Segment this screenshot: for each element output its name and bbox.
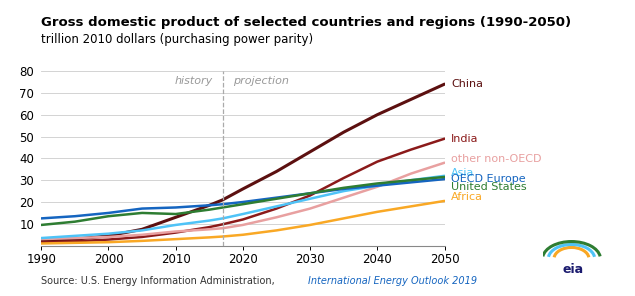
Text: projection: projection bbox=[233, 76, 289, 86]
Text: Gross domestic product of selected countries and regions (1990-2050): Gross domestic product of selected count… bbox=[41, 16, 572, 29]
Text: China: China bbox=[451, 79, 483, 89]
Text: OECD Europe: OECD Europe bbox=[451, 174, 526, 184]
Text: United States: United States bbox=[451, 182, 527, 192]
Text: Source: U.S. Energy Information Administration,: Source: U.S. Energy Information Administ… bbox=[41, 276, 278, 286]
Text: India: India bbox=[451, 134, 479, 144]
Text: history: history bbox=[175, 76, 213, 86]
Text: Africa: Africa bbox=[451, 192, 483, 202]
Text: International Energy Outlook 2019: International Energy Outlook 2019 bbox=[308, 276, 477, 286]
Text: eia: eia bbox=[563, 263, 584, 276]
Text: other non-OECD: other non-OECD bbox=[451, 155, 542, 165]
Text: trillion 2010 dollars (purchasing power parity): trillion 2010 dollars (purchasing power … bbox=[41, 33, 314, 46]
Text: Asia: Asia bbox=[451, 168, 474, 178]
